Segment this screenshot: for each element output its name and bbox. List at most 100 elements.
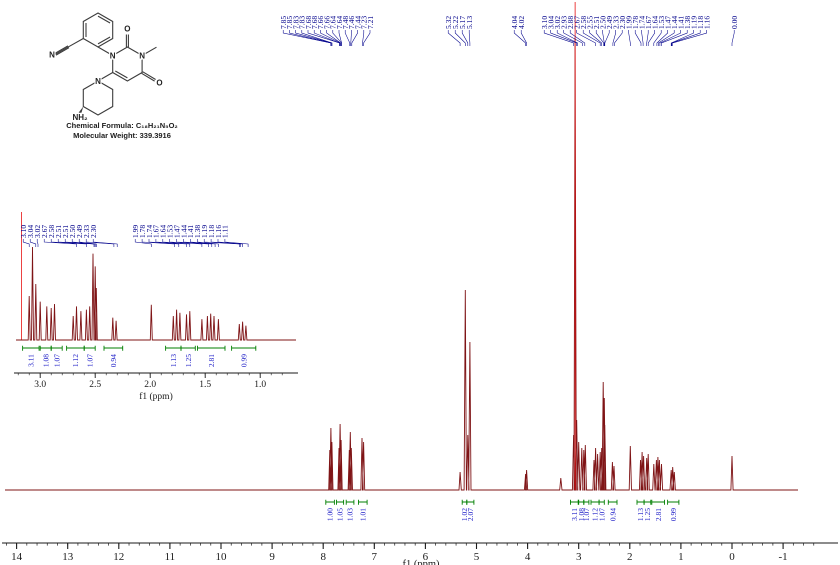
axis-tick-label: 14 — [11, 551, 23, 563]
molecular-weight: Molecular Weight: 339.3916 — [73, 130, 171, 140]
peak-label-connector — [576, 30, 596, 46]
axis-tick-label: 8 — [320, 551, 326, 563]
integral-bracket — [39, 345, 52, 351]
peak-label-connector — [447, 30, 461, 46]
peak-label-connector — [672, 30, 707, 46]
structure-bonds — [54, 12, 157, 116]
peak-label: 0.00 — [730, 16, 739, 29]
peak-label: 2.58 — [579, 16, 588, 29]
peak-label: 7.83 — [298, 16, 307, 29]
peak-label: 1.67 — [152, 225, 161, 238]
peak-label: 1.74 — [638, 16, 647, 29]
peak-label: 1.53 — [166, 225, 175, 238]
axis-tick-label: 10 — [216, 551, 228, 563]
peak-label-connector — [92, 239, 118, 247]
peak-label-connector — [670, 30, 694, 46]
integral-bracket — [66, 345, 85, 351]
peak-label: 2.51 — [592, 16, 601, 29]
chemical-formula: Chemical Formula: C₁₈H₂₁N₅O₂ — [66, 121, 178, 130]
main-axis: 14 13 12 11 10 9 8 7 6 5 4 3 2 1 0 -1 — [2, 542, 838, 563]
peak-label-connector — [362, 30, 365, 46]
peak-label-connector — [656, 30, 668, 46]
integral-value: 0.99 — [669, 508, 678, 521]
integral-value: 0.94 — [109, 354, 118, 367]
integral-value: 3.11 — [27, 354, 36, 367]
integral-value: 1.05 — [336, 508, 345, 521]
integral-bracket — [197, 345, 226, 351]
inset-x-axis-label: f1 (ppm) — [139, 391, 173, 402]
integral-bracket — [570, 499, 579, 505]
axis-tick-label: 7 — [372, 551, 378, 563]
integral-bracket — [103, 345, 124, 351]
peak-label: 3.02 — [553, 16, 562, 29]
peak-label: 2.50 — [599, 16, 608, 29]
peak-label: 2.51 — [54, 225, 63, 238]
inset-tick-label: 3.0 — [34, 380, 46, 390]
peak-label-connector — [326, 30, 341, 46]
compound-info: Chemical Formula: C₁₈H₂₁N₅O₂ Molecular W… — [14, 121, 230, 140]
integral-bracket — [667, 499, 680, 505]
peak-label-connector — [556, 30, 578, 46]
integral-value: 1.25 — [184, 354, 193, 367]
peak-label: 7.64 — [329, 16, 338, 29]
peak-label: 1.47 — [172, 225, 181, 238]
axis-tick-label: 3 — [576, 551, 582, 563]
peak-label: 1.19 — [200, 225, 209, 238]
peak-label: 2.67 — [40, 225, 49, 238]
peak-label: 2.88 — [566, 16, 575, 29]
peak-label: 5.17 — [458, 16, 467, 29]
integral-value: 1.07 — [85, 354, 94, 367]
inset-tick-label: 2.0 — [144, 380, 156, 390]
peak-label-connector — [43, 239, 77, 247]
peak-label-connector — [36, 239, 39, 247]
peak-label: 1.99 — [131, 225, 140, 238]
peak-label-connector — [641, 30, 644, 46]
peak-label-connector — [454, 30, 466, 46]
peak-label-connector — [731, 30, 735, 46]
integral-bracket — [231, 345, 257, 351]
peak-label-connector — [550, 30, 577, 46]
peak-label: 1.18 — [696, 16, 705, 29]
peak-label-connector — [162, 239, 191, 247]
peak-label: 2.67 — [573, 16, 582, 29]
peak-label: 7.21 — [366, 16, 375, 29]
atom-label: NH₂ — [72, 113, 88, 122]
integral-bracket — [466, 499, 475, 505]
peak-label-connector — [289, 30, 332, 46]
peak-label-connector — [582, 30, 601, 46]
peak-label-connector — [563, 30, 583, 46]
peak-label-connector — [338, 30, 342, 46]
peak-label-connector — [344, 30, 351, 46]
axis-tick-label: 2 — [627, 551, 633, 563]
peak-label: 2.30 — [89, 225, 98, 238]
axis-tick-label: 5 — [474, 551, 480, 563]
peak-label-connector — [64, 239, 95, 247]
peak-label: 5.32 — [444, 16, 453, 29]
peak-label: 2.58 — [47, 225, 56, 238]
chemical-structure: N O N N O N NH₂ — [48, 12, 164, 122]
integral-value: 1.07 — [582, 508, 591, 521]
peak-label: 1.16 — [214, 225, 223, 238]
axis-tick-label: -1 — [779, 551, 788, 563]
peak-label-connector — [520, 30, 527, 46]
peak-label-connector — [646, 30, 649, 46]
peak-label: 7.83 — [291, 16, 300, 29]
peak-label: 1.64 — [651, 16, 660, 29]
peak-label: 2.51 — [61, 225, 70, 238]
peak-label: 7.85 — [279, 16, 288, 29]
peak-label-connector — [71, 239, 96, 247]
main-spectrum-trace — [5, 37, 798, 491]
peak-label-connector — [612, 30, 616, 46]
integral-bracket — [325, 499, 335, 505]
integral-value: 1.01 — [358, 508, 367, 521]
peak-label-connector — [155, 239, 187, 247]
integral-value: 1.13 — [636, 508, 645, 521]
axis-tick-label: 4 — [525, 551, 531, 563]
integral-bracket — [22, 345, 40, 351]
integral-value: 0.99 — [239, 354, 248, 367]
peak-label: 1.41 — [677, 16, 686, 29]
peak-label: 1.41 — [186, 225, 195, 238]
integral-bracket — [583, 499, 590, 505]
